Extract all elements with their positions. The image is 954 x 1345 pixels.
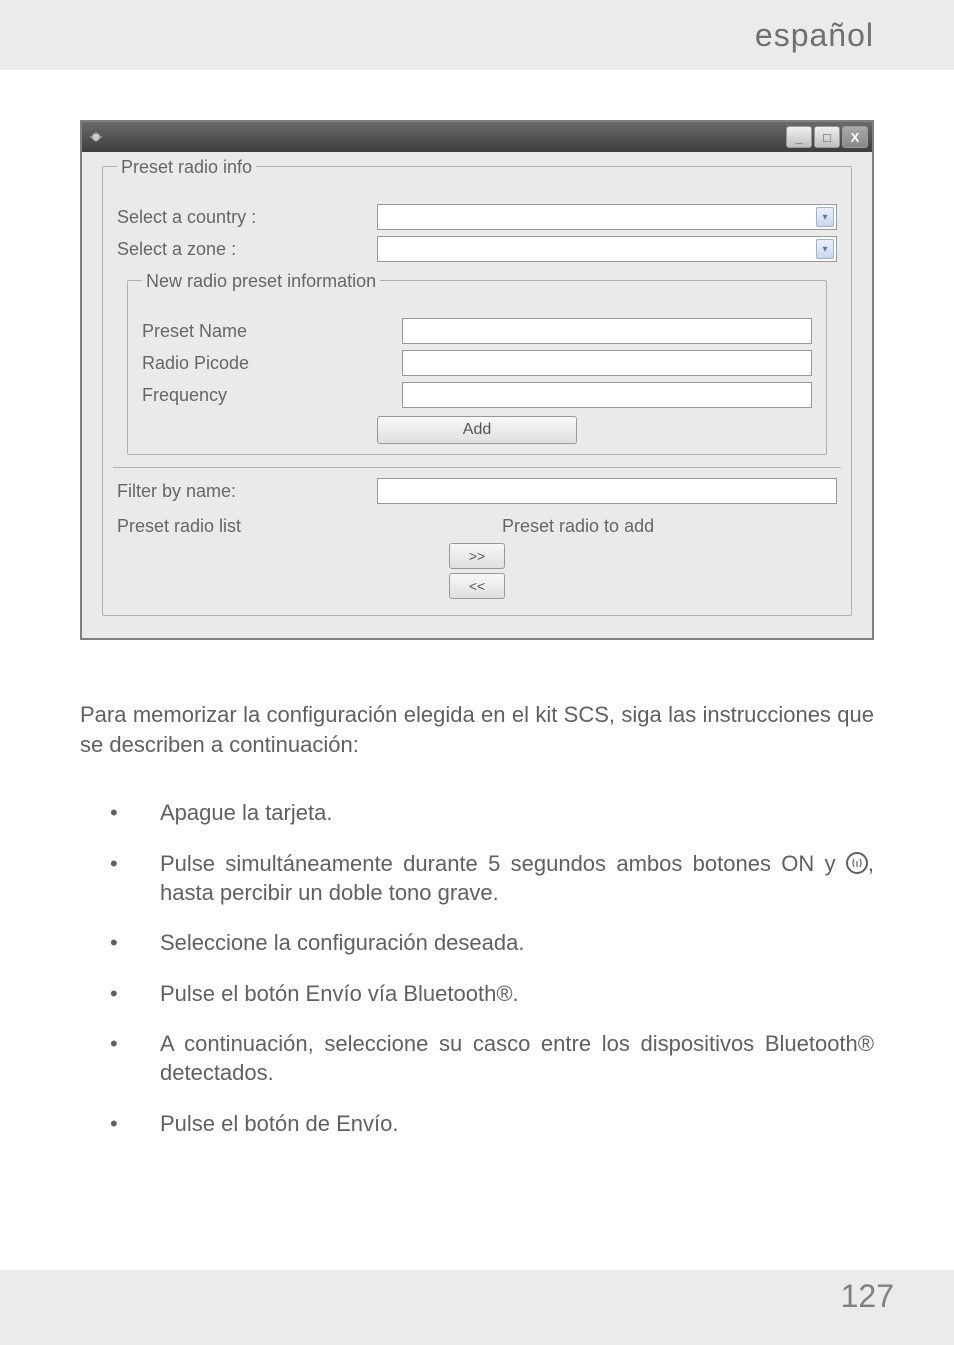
window-titlebar: _ □ X [82, 122, 872, 152]
chevron-down-icon: ▾ [816, 239, 834, 259]
list-item: • Pulse simultáneamente durante 5 segund… [110, 850, 874, 907]
radio-picode-row: Radio Picode [142, 350, 812, 376]
app-window: _ □ X Preset radio info Select a country… [80, 120, 874, 640]
zone-label: Select a zone : [117, 239, 377, 260]
divider [113, 467, 841, 468]
radio-icon [846, 852, 868, 874]
instructions-intro: Para memorizar la configuración elegida … [80, 700, 874, 759]
preset-name-row: Preset Name [142, 318, 812, 344]
new-preset-legend: New radio preset information [142, 271, 380, 292]
add-button[interactable]: Add [377, 416, 577, 444]
list-item: • Apague la tarjeta. [110, 799, 874, 828]
preset-list-label: Preset radio list [117, 516, 452, 537]
list-item-text: A continuación, seleccione su casco entr… [160, 1030, 874, 1087]
preset-radio-info-group: Preset radio info Select a country : ▾ S… [102, 166, 852, 616]
new-preset-group: New radio preset information Preset Name… [127, 280, 827, 455]
frequency-row: Frequency [142, 382, 812, 408]
app-icon [86, 127, 106, 147]
list-item: • Pulse el botón de Envío. [110, 1110, 874, 1139]
move-right-button[interactable]: >> [449, 543, 505, 569]
list-item: • Pulse el botón Envío vía Bluetooth®. [110, 980, 874, 1009]
list-item-text: Pulse simultáneamente durante 5 segundos… [160, 850, 874, 907]
bullet-icon: • [110, 799, 160, 828]
bullet-icon: • [110, 850, 160, 907]
filter-input[interactable] [377, 478, 837, 504]
move-left-button[interactable]: << [449, 573, 505, 599]
filter-row: Filter by name: [117, 478, 837, 504]
minimize-button[interactable]: _ [786, 126, 812, 148]
frequency-input[interactable] [402, 382, 812, 408]
add-button-label: Add [463, 421, 491, 439]
list-item: • Seleccione la configuración deseada. [110, 929, 874, 958]
instructions-list: • Apague la tarjeta. • Pulse simultáneam… [80, 799, 874, 1138]
bullet-icon: • [110, 980, 160, 1009]
preset-name-input[interactable] [402, 318, 812, 344]
chevron-down-icon: ▾ [816, 207, 834, 227]
maximize-icon: □ [823, 130, 831, 145]
bullet-icon: • [110, 1110, 160, 1139]
add-button-row: Add [142, 416, 812, 444]
bullet-icon: • [110, 1030, 160, 1087]
lists-area: Preset radio list Preset radio to add >>… [117, 516, 837, 599]
radio-picode-input[interactable] [402, 350, 812, 376]
filter-label: Filter by name: [117, 481, 377, 502]
page-header: español [0, 0, 954, 70]
transfer-buttons: >> << [117, 543, 837, 599]
list-item: • A continuación, seleccione su casco en… [110, 1030, 874, 1087]
minimize-icon: _ [795, 130, 802, 145]
country-label: Select a country : [117, 207, 377, 228]
zone-select[interactable]: ▾ [377, 236, 837, 262]
page-content: _ □ X Preset radio info Select a country… [0, 70, 954, 1270]
list-item-text: Pulse el botón de Envío. [160, 1110, 874, 1139]
zone-row: Select a zone : ▾ [117, 236, 837, 262]
list-item-text: Seleccione la configuración deseada. [160, 929, 874, 958]
window-controls: _ □ X [786, 126, 868, 148]
list-item-text: Apague la tarjeta. [160, 799, 874, 828]
close-icon: X [851, 130, 860, 145]
move-right-label: >> [469, 548, 485, 564]
bullet-icon: • [110, 929, 160, 958]
preset-info-legend: Preset radio info [117, 157, 256, 178]
window-body: Preset radio info Select a country : ▾ S… [82, 152, 872, 638]
country-select[interactable]: ▾ [377, 204, 837, 230]
radio-picode-label: Radio Picode [142, 353, 402, 374]
move-left-label: << [469, 578, 485, 594]
close-button[interactable]: X [842, 126, 868, 148]
preset-to-add-label: Preset radio to add [452, 516, 837, 537]
frequency-label: Frequency [142, 385, 402, 406]
language-label: español [755, 17, 874, 54]
list-item-text: Pulse el botón Envío vía Bluetooth®. [160, 980, 874, 1009]
country-row: Select a country : ▾ [117, 204, 837, 230]
list-headers: Preset radio list Preset radio to add [117, 516, 837, 537]
page-number: 127 [841, 1278, 894, 1315]
preset-name-label: Preset Name [142, 321, 402, 342]
maximize-button[interactable]: □ [814, 126, 840, 148]
